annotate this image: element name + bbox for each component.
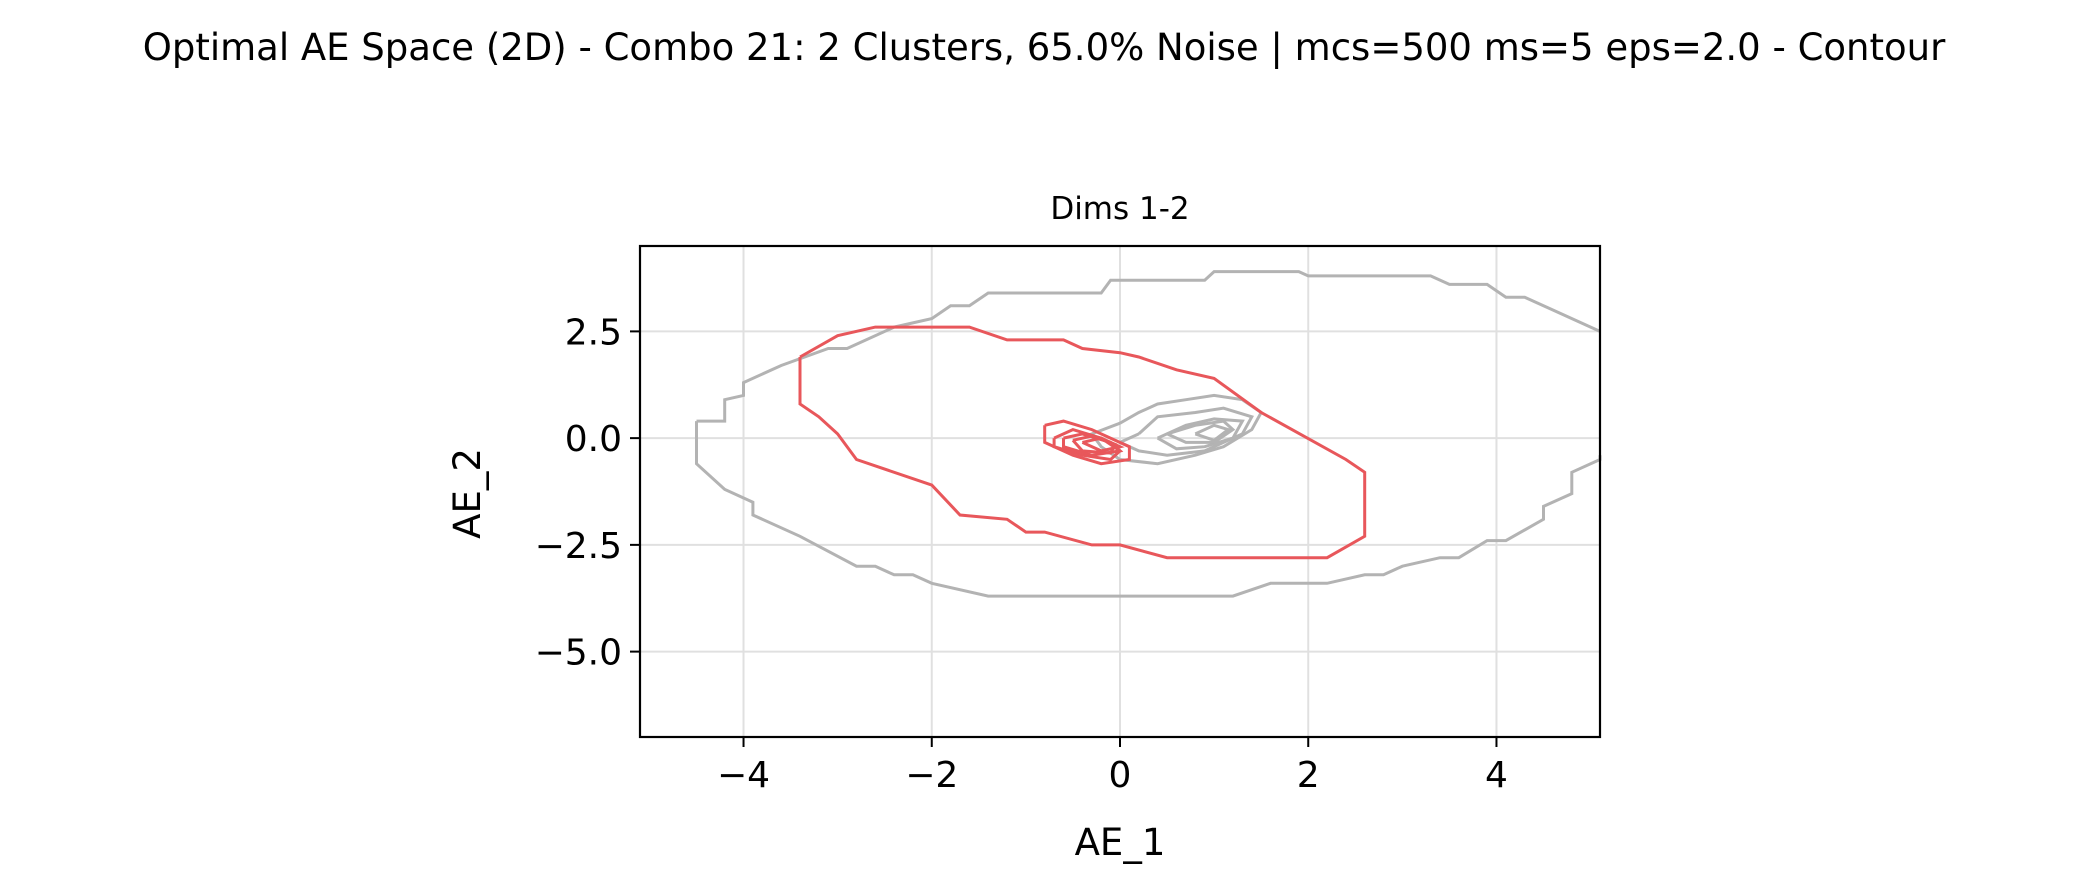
x-tick-label: 2 bbox=[1297, 755, 1320, 796]
y-tick-label: −2.5 bbox=[535, 526, 622, 567]
subplot-title: Dims 1-2 bbox=[1050, 191, 1189, 227]
x-axis-label: AE_1 bbox=[1075, 821, 1166, 864]
x-tick-label: −2 bbox=[905, 755, 958, 796]
y-tick-label: 2.5 bbox=[565, 312, 622, 353]
y-axis-label: AE_2 bbox=[446, 448, 489, 539]
noise-contour-line bbox=[1116, 406, 1255, 457]
cluster-contour-line bbox=[1081, 436, 1125, 453]
x-tick-label: 4 bbox=[1485, 755, 1508, 796]
grid-lines bbox=[640, 246, 1600, 737]
noise-contour-line bbox=[695, 421, 1602, 598]
noise-contour-line bbox=[1194, 423, 1232, 442]
figure-suptitle: Optimal AE Space (2D) - Combo 21: 2 Clus… bbox=[142, 26, 1946, 69]
noise-contour-line bbox=[1156, 417, 1245, 451]
noise-contour-line bbox=[1166, 419, 1236, 444]
noise-contour-line bbox=[696, 270, 1601, 423]
cluster-contour-line bbox=[1052, 428, 1123, 462]
y-tick-label: 0.0 bbox=[565, 419, 622, 460]
cluster-contour-line bbox=[798, 325, 1367, 560]
x-tick-label: −4 bbox=[717, 755, 770, 796]
axis-ticks: −4 −2 0 2 4 2.5 0.0 −2.5 −5.0 bbox=[535, 312, 1508, 796]
contour-lines bbox=[695, 270, 1602, 598]
cluster-contour-line bbox=[1062, 432, 1124, 457]
x-tick-label: 0 bbox=[1109, 755, 1132, 796]
y-tick-label: −5.0 bbox=[535, 633, 622, 674]
